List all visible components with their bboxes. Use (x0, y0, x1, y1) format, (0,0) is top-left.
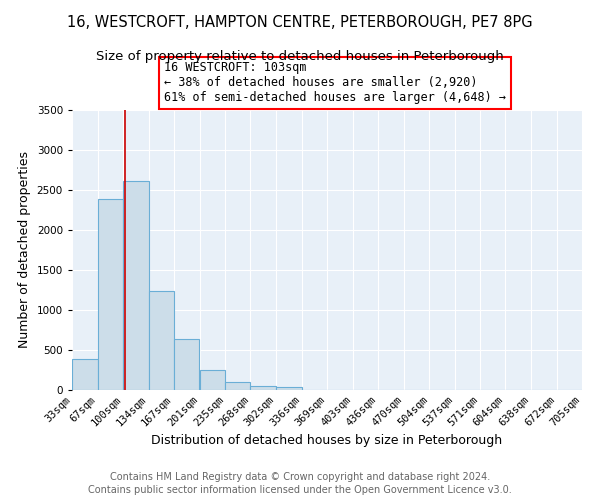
Bar (199, 370, 226, 390)
Bar (98, 199, 123, 390)
Bar (173, 339, 199, 390)
Bar (276, 387, 302, 390)
Text: Contains public sector information licensed under the Open Government Licence v3: Contains public sector information licen… (88, 485, 512, 495)
Bar (72, 359, 98, 390)
Y-axis label: Number of detached properties: Number of detached properties (18, 152, 31, 348)
X-axis label: Distribution of detached houses by size in Peterborough: Distribution of detached houses by size … (151, 434, 503, 447)
Text: 16, WESTCROFT, HAMPTON CENTRE, PETERBOROUGH, PE7 8PG: 16, WESTCROFT, HAMPTON CENTRE, PETERBORO… (67, 15, 533, 30)
Bar (250, 386, 276, 390)
Text: Contains HM Land Registry data © Crown copyright and database right 2024.: Contains HM Land Registry data © Crown c… (110, 472, 490, 482)
Bar (226, 382, 250, 390)
Bar (123, 181, 149, 390)
Text: Size of property relative to detached houses in Peterborough: Size of property relative to detached ho… (96, 50, 504, 63)
Text: 16 WESTCROFT: 103sqm
← 38% of detached houses are smaller (2,920)
61% of semi-de: 16 WESTCROFT: 103sqm ← 38% of detached h… (164, 62, 506, 104)
Bar (149, 291, 173, 390)
